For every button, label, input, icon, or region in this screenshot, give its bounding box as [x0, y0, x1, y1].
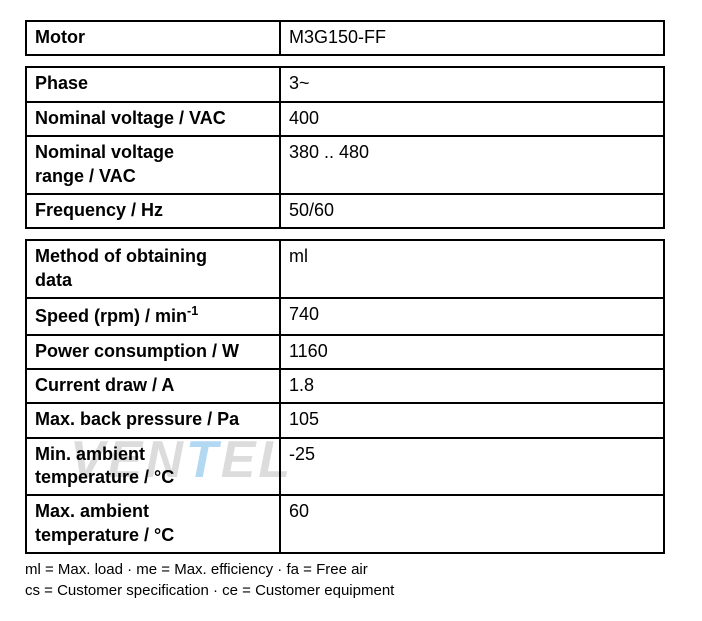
row-label: Nominal voltage / VAC [26, 102, 280, 136]
row-value: 3~ [280, 67, 664, 101]
row-value: 1.8 [280, 369, 664, 403]
footnotes: ml = Max. load · me = Max. efficiency · … [25, 560, 677, 601]
table-row: Min. ambienttemperature / °C-25 [26, 438, 664, 496]
row-label: Nominal voltagerange / VAC [26, 136, 280, 194]
electrical-table: Phase3~Nominal voltage / VAC400Nominal v… [25, 66, 665, 229]
table-row: Max. back pressure / Pa105 [26, 403, 664, 437]
table-row: Power consumption / W1160 [26, 335, 664, 369]
row-value: ml [280, 240, 664, 298]
table-row: Frequency / Hz50/60 [26, 194, 664, 228]
row-value: 380 .. 480 [280, 136, 664, 194]
row-label: Frequency / Hz [26, 194, 280, 228]
row-value: 50/60 [280, 194, 664, 228]
row-label: Power consumption / W [26, 335, 280, 369]
row-value: 1160 [280, 335, 664, 369]
row-value: M3G150-FF [280, 21, 664, 55]
row-label: Max. ambienttemperature / °C [26, 495, 280, 553]
performance-tbody: Method of obtainingdatamlSpeed (rpm) / m… [26, 240, 664, 553]
table-row: Phase3~ [26, 67, 664, 101]
footnote-line2: cs = Customer specification · ce = Custo… [25, 581, 677, 601]
table-row: Speed (rpm) / min-1740 [26, 298, 664, 334]
row-value: 105 [280, 403, 664, 437]
row-label: Method of obtainingdata [26, 240, 280, 298]
row-value: 400 [280, 102, 664, 136]
row-label: Phase [26, 67, 280, 101]
row-label: Speed (rpm) / min-1 [26, 298, 280, 334]
row-value: -25 [280, 438, 664, 496]
motor-table: MotorM3G150-FF [25, 20, 665, 56]
table-row: Max. ambienttemperature / °C60 [26, 495, 664, 553]
electrical-tbody: Phase3~Nominal voltage / VAC400Nominal v… [26, 67, 664, 228]
table-row: Current draw / A1.8 [26, 369, 664, 403]
row-label: Max. back pressure / Pa [26, 403, 280, 437]
row-label: Current draw / A [26, 369, 280, 403]
performance-table: Method of obtainingdatamlSpeed (rpm) / m… [25, 239, 665, 554]
table-row: Method of obtainingdataml [26, 240, 664, 298]
row-label: Min. ambienttemperature / °C [26, 438, 280, 496]
table-row: Nominal voltage / VAC400 [26, 102, 664, 136]
tables-container: MotorM3G150-FF Phase3~Nominal voltage / … [25, 20, 677, 601]
table-row: Nominal voltagerange / VAC380 .. 480 [26, 136, 664, 194]
row-label: Motor [26, 21, 280, 55]
motor-tbody: MotorM3G150-FF [26, 21, 664, 55]
row-value: 740 [280, 298, 664, 334]
row-value: 60 [280, 495, 664, 553]
footnote-line1: ml = Max. load · me = Max. efficiency · … [25, 560, 677, 580]
table-row: MotorM3G150-FF [26, 21, 664, 55]
